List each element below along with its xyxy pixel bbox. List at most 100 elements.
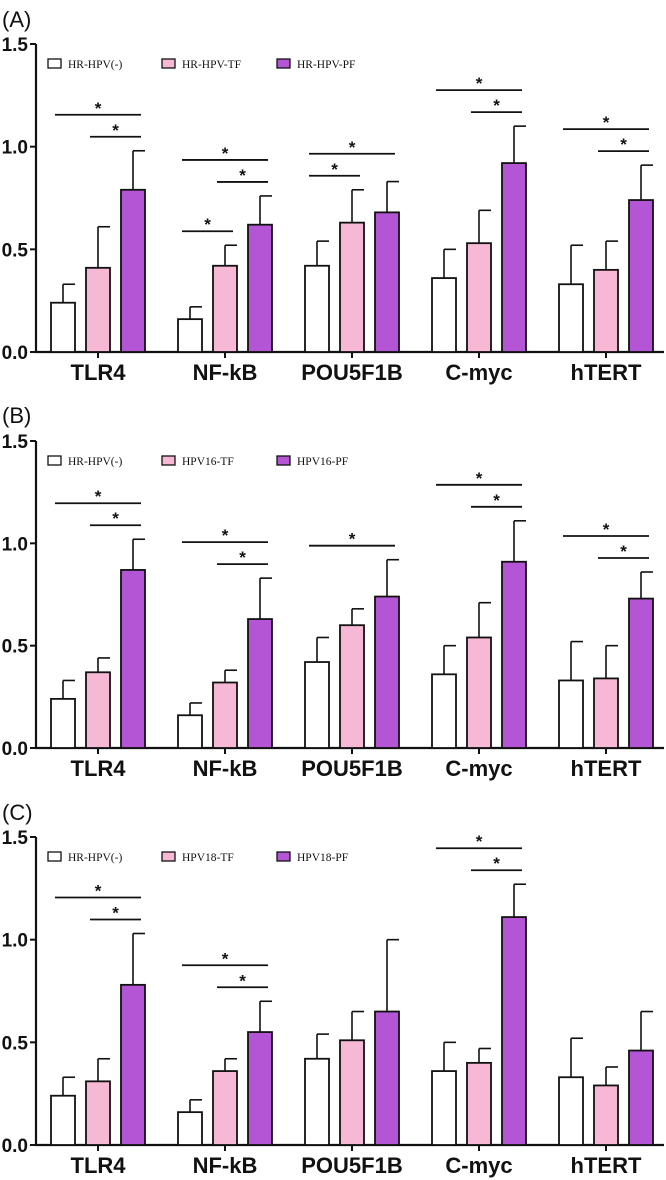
significance-star: * xyxy=(603,520,610,539)
bar xyxy=(177,1111,203,1146)
legend-swatch xyxy=(276,58,291,69)
bar xyxy=(304,264,330,353)
x-tick-label: NF-kB xyxy=(193,360,258,385)
legend-entry: HPV18-PF xyxy=(297,852,348,864)
bar xyxy=(247,1031,273,1146)
significance-star: * xyxy=(493,96,500,115)
x-tick-label: POU5F1B xyxy=(301,360,402,385)
significance-star: * xyxy=(476,74,483,93)
significance-star: * xyxy=(493,491,500,510)
significance-star: * xyxy=(112,121,119,140)
y-tick-label: 0.5 xyxy=(2,1033,29,1054)
bar xyxy=(120,569,146,749)
y-tick-label: 0.5 xyxy=(2,240,29,261)
legend-entry: HPV16-PF xyxy=(297,456,348,468)
bar xyxy=(374,211,400,353)
x-tick-label: TLR4 xyxy=(71,1153,127,1178)
legend-swatch xyxy=(276,455,291,466)
significance-star: * xyxy=(112,509,119,528)
bar xyxy=(339,1039,365,1146)
bar xyxy=(212,1070,238,1146)
significance-star: * xyxy=(476,832,483,851)
panel-label: (B) xyxy=(2,403,31,428)
bar xyxy=(339,221,365,353)
legend-swatch xyxy=(47,58,62,69)
legend-entry: HPV18-TF xyxy=(182,852,234,864)
significance-star: * xyxy=(204,215,211,234)
bar xyxy=(593,1084,619,1146)
bar xyxy=(247,223,273,353)
bar xyxy=(247,618,273,749)
bar xyxy=(50,697,76,749)
y-tick-label: 0.0 xyxy=(2,1136,28,1157)
bar xyxy=(85,266,111,353)
bar xyxy=(177,714,203,749)
legend-swatch xyxy=(161,455,176,466)
bar xyxy=(593,677,619,749)
significance-star: * xyxy=(95,882,102,901)
x-tick-label: hTERT xyxy=(571,756,642,781)
bar xyxy=(177,318,203,353)
significance-star: * xyxy=(112,904,119,923)
y-tick-label: 1.0 xyxy=(2,931,28,952)
chart-panel-2: (B) 0.0 0.5 1.0 1.5 TLR4 NF-kB POU5F1B C-myc hTER… xyxy=(2,403,664,781)
significance-star: * xyxy=(239,166,246,185)
bar xyxy=(374,1010,400,1146)
legend-entry: HR-HPV-PF xyxy=(297,59,355,71)
legend-swatch xyxy=(161,58,176,69)
legend-entry: HR-HPV-TF xyxy=(182,59,241,71)
y-tick-label: 0.0 xyxy=(2,739,28,760)
significance-star: * xyxy=(349,138,356,157)
legend-entry: HR-HPV(-) xyxy=(68,456,122,468)
significance-star: * xyxy=(222,949,229,968)
bar xyxy=(304,1057,330,1146)
bar xyxy=(558,283,584,353)
bar xyxy=(50,1094,76,1146)
bar xyxy=(304,661,330,749)
y-tick-label: 0.5 xyxy=(2,637,29,658)
x-tick-label: C-myc xyxy=(445,756,512,781)
legend-swatch xyxy=(47,455,62,466)
bar xyxy=(501,560,527,749)
x-tick-label: POU5F1B xyxy=(301,756,402,781)
bar xyxy=(558,1076,584,1146)
y-tick-label: 1.5 xyxy=(2,35,29,56)
significance-star: * xyxy=(476,469,483,488)
significance-star: * xyxy=(493,854,500,873)
x-tick-label: C-myc xyxy=(445,360,512,385)
x-tick-label: POU5F1B xyxy=(301,1153,402,1178)
legend-swatch xyxy=(47,851,62,862)
y-tick-label: 1.5 xyxy=(2,828,29,849)
legend-entry: HR-HPV(-) xyxy=(68,852,122,864)
chart-panel-3: (C) 0.0 0.5 1.0 1.5 TLR4 NF-kB POU5F1B C-myc hTER… xyxy=(2,800,664,1178)
bar xyxy=(466,1061,492,1146)
bar xyxy=(501,916,527,1146)
bar xyxy=(628,597,654,749)
chart-panel-1: (A) 0.0 0.5 1.0 1.5 TLR4 NF-kB POU5F1B C-myc hTER… xyxy=(2,7,664,385)
significance-star: * xyxy=(95,487,102,506)
x-tick-label: NF-kB xyxy=(193,756,258,781)
bar xyxy=(374,595,400,749)
bar xyxy=(120,188,146,353)
bar xyxy=(212,681,238,749)
legend-swatch xyxy=(276,851,291,862)
panel-label: (A) xyxy=(2,7,31,32)
bar xyxy=(501,162,527,353)
significance-star: * xyxy=(620,542,627,561)
significance-star: * xyxy=(620,135,627,154)
x-tick-label: TLR4 xyxy=(71,756,127,781)
significance-star: * xyxy=(603,113,610,132)
significance-star: * xyxy=(95,99,102,118)
bar xyxy=(85,671,111,749)
significance-star: * xyxy=(239,971,246,990)
bar xyxy=(466,636,492,749)
significance-star: * xyxy=(331,160,338,179)
significance-star: * xyxy=(239,548,246,567)
bar xyxy=(431,673,457,749)
x-tick-label: C-myc xyxy=(445,1153,512,1178)
panel-label: (C) xyxy=(2,800,33,825)
x-tick-label: TLR4 xyxy=(71,360,127,385)
x-tick-label: hTERT xyxy=(571,360,642,385)
bar xyxy=(558,679,584,749)
